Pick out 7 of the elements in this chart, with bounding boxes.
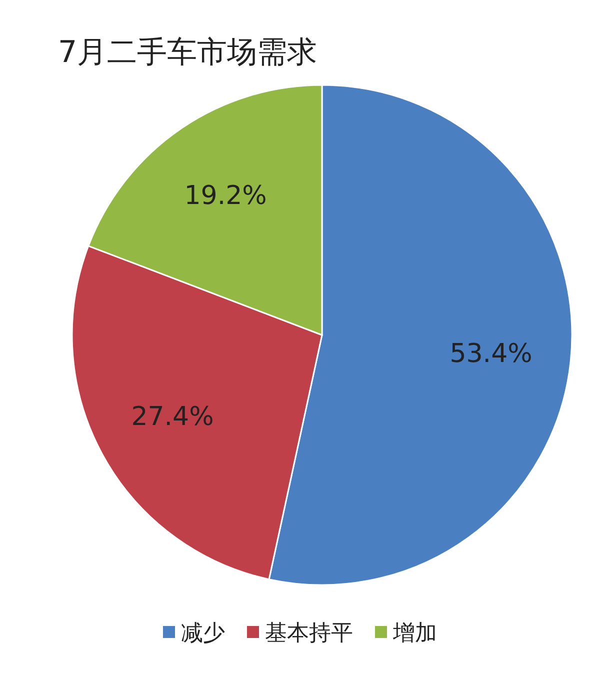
legend-label: 增加 <box>392 621 437 646</box>
data-label: 27.4% <box>131 402 214 432</box>
data-label: 19.2% <box>184 181 267 211</box>
legend-label: 减少 <box>181 621 225 646</box>
data-label: 53.4% <box>450 339 532 370</box>
legend-label: 基本持平 <box>265 621 353 646</box>
chart-title: 7月二手车市场需求 <box>58 35 318 70</box>
